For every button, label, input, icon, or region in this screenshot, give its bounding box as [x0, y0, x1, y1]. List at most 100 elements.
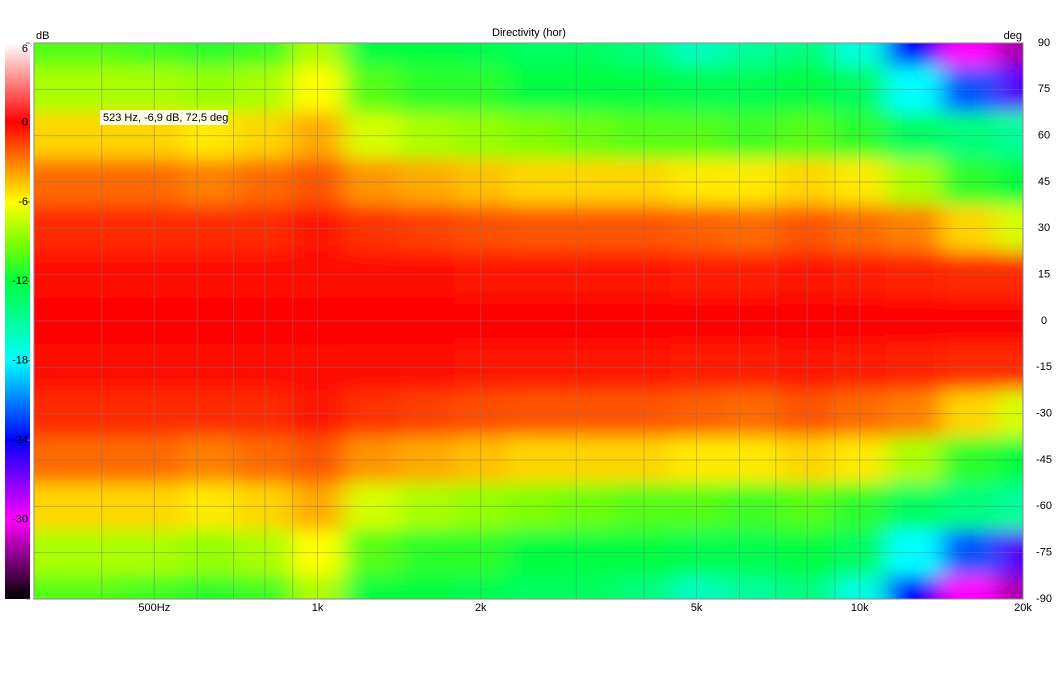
heat-cell: [615, 251, 671, 299]
heat-cell: [996, 251, 1023, 299]
heat-cell: [507, 251, 562, 299]
heat-cell: [343, 205, 400, 252]
heat-cell: [454, 251, 508, 299]
heat-cell: [723, 529, 780, 577]
y-tick-label: 90: [1038, 37, 1050, 49]
heat-cell: [399, 297, 455, 345]
heat-cell: [886, 344, 942, 391]
heat-cell: [996, 529, 1023, 577]
heat-cell: [181, 205, 238, 252]
heat-cell: [670, 483, 725, 530]
heat-cell: [615, 112, 671, 160]
heat-cell: [454, 43, 508, 67]
heat-cell: [181, 43, 238, 67]
heat-cell: [291, 344, 345, 391]
heat-cell: [779, 205, 834, 252]
heat-cell: [34, 344, 69, 391]
heat-cell: [67, 483, 129, 530]
heat-cell: [779, 529, 834, 577]
heat-cell: [996, 344, 1023, 391]
heat-cell: [454, 575, 508, 599]
heat-cell: [399, 483, 455, 530]
heat-cell: [454, 344, 508, 391]
heat-cell: [670, 575, 725, 599]
heat-cell: [454, 529, 508, 577]
heat-cell: [560, 436, 617, 484]
heat-cell: [996, 112, 1023, 160]
heat-cell: [67, 529, 129, 577]
heat-cell: [399, 66, 455, 113]
heat-cell: [723, 205, 780, 252]
heat-cell: [941, 575, 998, 599]
heat-cell: [343, 344, 400, 391]
heat-cell: [779, 436, 834, 484]
heat-cell: [723, 344, 780, 391]
heat-cell: [291, 529, 345, 577]
heat-cell: [507, 43, 562, 67]
heat-cell: [723, 66, 780, 113]
y-tick-label: 75: [1038, 83, 1050, 95]
heat-cell: [941, 205, 998, 252]
heat-cell: [343, 483, 400, 530]
heat-cell: [291, 436, 345, 484]
heat-cell: [128, 297, 183, 345]
heat-cell: [941, 251, 998, 299]
heat-cell: [236, 158, 292, 206]
heat-cell: [67, 43, 129, 67]
heat-cell: [399, 112, 455, 160]
annotation-box: [100, 110, 228, 125]
heat-cell: [181, 529, 238, 577]
heat-cell: [723, 483, 780, 530]
heat-cell: [67, 390, 129, 438]
heat-cell: [670, 436, 725, 484]
heat-cell: [615, 205, 671, 252]
colorbar-label: dB: [36, 30, 49, 42]
heat-cell: [833, 575, 887, 599]
heat-cell: [507, 158, 562, 206]
heat-cell: [779, 112, 834, 160]
y-tick-label: -60: [1036, 500, 1052, 512]
heat-cell: [236, 297, 292, 345]
heat-cell: [886, 529, 942, 577]
annotation: 523 Hz, -6,9 dB, 72,5 deg: [103, 112, 228, 124]
heat-cell: [833, 297, 887, 345]
heat-cell: [996, 483, 1023, 530]
heat-cell: [941, 483, 998, 530]
heat-cell: [343, 112, 400, 160]
heat-cell: [67, 344, 129, 391]
heat-cell: [181, 158, 238, 206]
heat-cell: [833, 43, 887, 67]
colorbar-tick-label: 0: [22, 116, 28, 128]
heat-cell: [723, 112, 780, 160]
heat-cell: [779, 43, 834, 67]
heat-cell: [34, 575, 69, 599]
heat-cell: [181, 251, 238, 299]
heat-cell: [399, 529, 455, 577]
heat-cell: [833, 66, 887, 113]
heat-cell: [454, 205, 508, 252]
heat-cell: [886, 390, 942, 438]
heat-cell: [34, 529, 69, 577]
heat-cell: [343, 390, 400, 438]
heat-cell: [128, 66, 183, 113]
heat-cell: [670, 390, 725, 438]
heat-cell: [886, 251, 942, 299]
y-tick-label: -75: [1036, 547, 1052, 559]
heat-cell: [181, 344, 238, 391]
heat-cell: [670, 297, 725, 345]
heat-cell: [454, 297, 508, 345]
heat-cell: [34, 66, 69, 113]
heat-cell: [507, 483, 562, 530]
heat-cell: [670, 529, 725, 577]
heat-cell: [291, 390, 345, 438]
heat-cell: [779, 575, 834, 599]
heat-cell: [996, 390, 1023, 438]
heat-cell: [996, 66, 1023, 113]
heat-cell: [67, 297, 129, 345]
heat-cell: [343, 43, 400, 67]
heat-cell: [399, 158, 455, 206]
heat-cell: [723, 575, 780, 599]
heat-cell: [236, 483, 292, 530]
heat-cell: [615, 158, 671, 206]
heat-cell: [507, 436, 562, 484]
